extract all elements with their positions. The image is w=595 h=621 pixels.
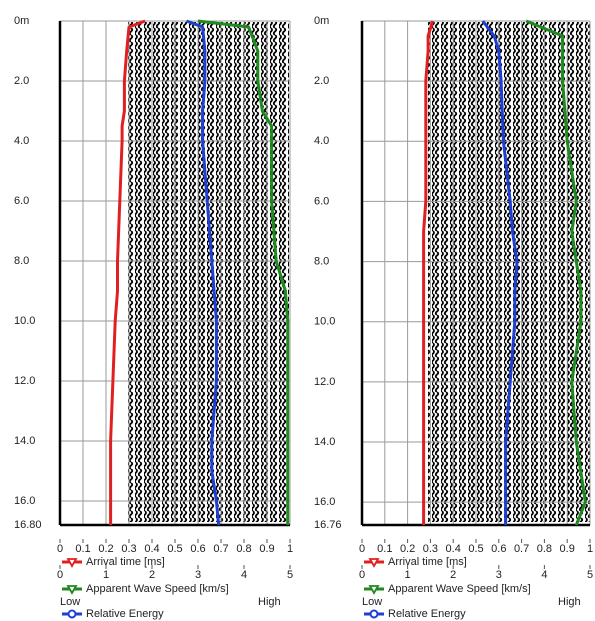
x-tick-label: 0.5 xyxy=(167,543,182,555)
legend-marker xyxy=(67,609,77,619)
x-tick-label: 0.1 xyxy=(377,543,392,555)
y-tick-label: 10.0 xyxy=(14,315,35,327)
x2-tick-label: 4 xyxy=(241,569,247,581)
y-tick-label: 6.0 xyxy=(14,195,29,207)
x-tick-label: 0.4 xyxy=(144,543,159,555)
y-tick-label: 8.0 xyxy=(314,255,329,267)
energy-low: Low xyxy=(362,596,382,608)
wiggle-area xyxy=(428,22,590,522)
y-tick-label: 0m xyxy=(14,15,29,27)
x-tick-label: 0.6 xyxy=(491,543,506,555)
x-tick-label: 0.7 xyxy=(514,543,529,555)
x2-tick-label: 1 xyxy=(103,569,109,581)
series-line xyxy=(525,19,587,526)
y-tick-label: 10.0 xyxy=(314,316,335,328)
legend-marker xyxy=(369,609,379,619)
y-tick-label: 0m xyxy=(314,15,329,27)
series-line xyxy=(197,19,290,525)
y-tick-label: 4.0 xyxy=(14,135,29,147)
x-tick-label: 0.6 xyxy=(190,543,205,555)
x2-tick-label: 4 xyxy=(541,569,547,581)
x-tick-label: 0 xyxy=(57,543,63,555)
x2-tick-label: 3 xyxy=(496,569,502,581)
legend-label: Relative Energy xyxy=(86,608,164,620)
x-tick-label: 0 xyxy=(359,543,365,555)
y-tick-label: 12.0 xyxy=(14,375,35,387)
x2-tick-label: 2 xyxy=(149,569,155,581)
legend-marker xyxy=(368,585,380,595)
x-tick-label: 0.9 xyxy=(560,543,575,555)
x-tick-label: 1 xyxy=(287,543,293,555)
legend-label: Arrival time [ms] xyxy=(388,556,467,568)
x-tick-label: 0.9 xyxy=(259,543,274,555)
x-tick-label: 0.8 xyxy=(537,543,552,555)
x-tick-label: 0.7 xyxy=(213,543,228,555)
x-tick-label: 0.8 xyxy=(236,543,251,555)
legend-marker xyxy=(66,585,78,595)
y-tick-label: 8.0 xyxy=(14,255,29,267)
y-tick-label: 2.0 xyxy=(14,75,29,87)
x-tick-label: 0.3 xyxy=(423,543,438,555)
y-tick-label: 6.0 xyxy=(314,195,329,207)
y-tick-label: 14.0 xyxy=(314,436,335,448)
series-line xyxy=(422,20,435,525)
x2-tick-label: 5 xyxy=(587,569,593,581)
y-tick-label: 4.0 xyxy=(314,135,329,147)
energy-low: Low xyxy=(60,596,80,608)
y-tick-label: 16.76 xyxy=(314,519,342,531)
series-line xyxy=(185,19,221,526)
y-tick-label: 16.0 xyxy=(14,495,35,507)
x-tick-label: 0.1 xyxy=(75,543,90,555)
x-tick-label: 0.3 xyxy=(121,543,136,555)
legend-label: Apparent Wave Speed [km/s] xyxy=(388,583,531,595)
y-tick-label: 16.0 xyxy=(314,496,335,508)
legend-marker xyxy=(368,558,380,568)
x2-tick-label: 1 xyxy=(405,569,411,581)
y-tick-label: 12.0 xyxy=(314,376,335,388)
x-tick-label: 0.2 xyxy=(98,543,113,555)
legend-label: Apparent Wave Speed [km/s] xyxy=(86,583,229,595)
series-line xyxy=(481,20,519,525)
x2-tick-label: 0 xyxy=(57,569,63,581)
x2-tick-label: 3 xyxy=(195,569,201,581)
y-tick-label: 14.0 xyxy=(14,435,35,447)
x2-tick-label: 0 xyxy=(359,569,365,581)
legend-label: Relative Energy xyxy=(388,608,466,620)
x-tick-label: 0.2 xyxy=(400,543,415,555)
legend-label: Arrival time [ms] xyxy=(86,556,165,568)
energy-high: High xyxy=(258,596,281,608)
series-line xyxy=(109,19,146,525)
y-tick-label: 16.80 xyxy=(14,519,42,531)
x2-tick-label: 5 xyxy=(287,569,293,581)
energy-high: High xyxy=(558,596,581,608)
x-tick-label: 0.4 xyxy=(446,543,461,555)
x-tick-label: 1 xyxy=(587,543,593,555)
legend-marker xyxy=(66,558,78,568)
x2-tick-label: 2 xyxy=(450,569,456,581)
x-tick-label: 0.5 xyxy=(468,543,483,555)
seismic-texture xyxy=(128,22,590,522)
y-tick-label: 2.0 xyxy=(314,75,329,87)
